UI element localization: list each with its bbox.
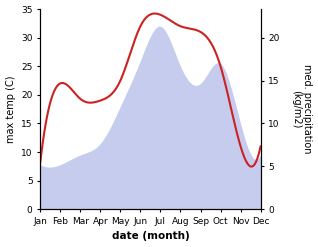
Y-axis label: max temp (C): max temp (C) [5, 75, 16, 143]
Y-axis label: med. precipitation
(kg/m2): med. precipitation (kg/m2) [291, 64, 313, 154]
X-axis label: date (month): date (month) [112, 231, 189, 242]
